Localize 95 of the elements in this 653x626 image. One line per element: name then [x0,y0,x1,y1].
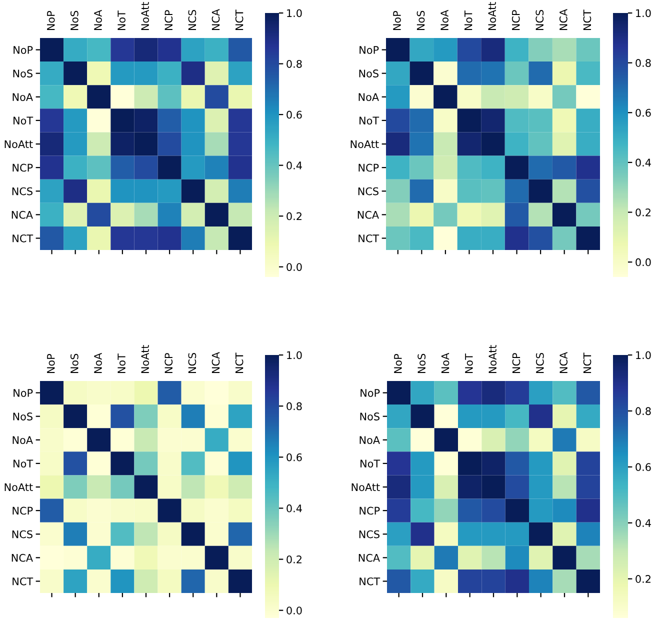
x-tick-label: NoA [94,352,102,374]
color-bar-label: 0.2 [286,556,302,564]
color-bar-label: 0.6 [286,453,302,462]
x-tick-label: NoT [465,353,473,374]
y-tick-label: NoP [14,46,33,54]
color-bar-label: 0.2 [636,208,650,216]
x-tick-label: NoA [94,10,102,30]
y-tick-label: NoT [14,460,34,468]
y-tick-label: NCS [358,187,378,196]
y-tick-label: NoT [360,460,380,468]
y-tick-label: NCS [12,187,32,196]
color-bar-label: 0.4 [286,504,302,512]
y-tick-label: NoA [360,436,380,444]
y-tick-label: NCA [358,210,379,219]
x-tick-label: NCA [560,352,568,374]
x-tick-label: NCS [188,10,196,30]
x-tick-label: NoAtt [141,345,150,374]
y-tick-label: NoA [12,93,33,101]
x-tick-label: NoS [70,354,78,374]
x-tick-label: NoA [440,10,448,30]
color-bar-label: 1.0 [636,351,651,360]
y-tick-label: NoAtt [4,483,33,492]
x-tick-label: NoT [118,353,126,374]
x-tick-label: NoAtt [488,2,496,30]
y-tick-label: NCT [358,234,380,242]
y-tick-label: NoP [360,46,379,54]
color-bar-label: 0.4 [636,158,651,167]
y-tick-label: NCS [359,530,380,538]
color-bar-label: 0.0 [286,606,302,614]
y-tick-label: NCA [12,210,33,219]
x-tick-label: NCA [212,8,220,30]
x-tick-label: NoT [464,10,472,30]
y-tick-label: NCA [12,554,33,562]
x-tick-label: NCT [583,352,592,374]
color-bar-label: 0.8 [636,59,651,67]
y-tick-label: NCT [12,234,34,242]
color-bar-label: 1.0 [287,351,302,360]
y-tick-label: NCA [358,554,380,562]
x-tick-label: NCS [536,10,544,30]
y-tick-label: NoT [14,116,34,125]
color-bar-label: 0.8 [636,407,651,416]
x-tick-label: NoP [47,354,55,374]
y-tick-label: NoS [360,412,380,420]
x-tick-label: NCS [536,352,544,374]
color-bar-label: 1.0 [287,9,302,18]
color-bar-label: 0.2 [636,575,650,583]
x-tick-label: NoS [416,10,425,30]
y-tick-label: NoAtt [350,140,379,148]
color-bar-label: 1.0 [636,9,651,18]
x-tick-label: NCA [559,8,568,30]
x-tick-label: NCP [512,10,520,30]
color-bar-label: 0.0 [636,258,651,266]
y-tick-label: NCT [360,577,380,586]
color-bar-label: 0.4 [286,162,302,170]
y-tick-label: NoS [359,70,378,78]
y-tick-label: NCP [360,506,380,515]
x-tick-label: NoAtt [488,345,497,374]
x-tick-label: NoS [70,10,78,30]
color-bar-label: 0.8 [286,402,302,410]
color-bar-label: 0.8 [286,60,302,68]
y-tick-label: NoAtt [352,483,380,492]
y-tick-label: NoP [360,389,380,397]
x-tick-label: NoA [441,352,450,374]
y-tick-label: NoP [14,389,33,397]
color-bar-label: 0.6 [286,110,302,119]
y-tick-label: NCT [12,577,34,586]
y-tick-label: NoA [358,93,379,101]
x-tick-label: NCP [512,353,520,374]
y-tick-label: NCP [358,164,379,172]
x-tick-label: NCA [212,352,220,374]
x-tick-label: NoP [393,10,401,30]
x-tick-label: NoT [118,10,126,30]
y-tick-label: NCS [12,530,32,538]
y-tick-label: NoS [13,412,32,420]
color-bar-label: 0.6 [636,463,651,472]
color-bar-label: 0.2 [286,212,302,220]
x-tick-label: NoP [47,10,55,30]
y-tick-label: NoAtt [4,140,33,148]
color-bar-label: 0.4 [636,519,651,527]
x-tick-label: NCT [235,352,244,374]
x-tick-label: NoS [418,354,426,374]
y-tick-label: NCP [12,506,33,515]
x-tick-label: NCP [164,353,173,374]
x-tick-label: NoAtt [141,2,150,30]
x-tick-label: NCS [188,352,196,374]
y-tick-label: NoS [13,70,32,78]
color-bar-label: 0.0 [286,263,302,271]
y-tick-label: NCP [12,164,33,172]
x-tick-label: NoP [394,354,402,374]
x-tick-label: NCT [583,10,592,30]
color-bar-label: 0.6 [636,108,651,117]
y-tick-label: NoT [360,116,380,125]
x-tick-label: NCP [164,10,173,30]
y-tick-label: NoA [12,436,33,444]
x-tick-label: NCT [235,10,244,30]
